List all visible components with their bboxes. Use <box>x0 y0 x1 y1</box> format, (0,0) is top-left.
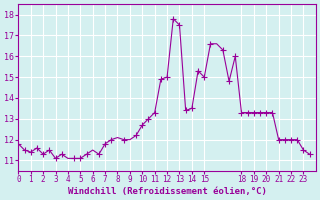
X-axis label: Windchill (Refroidissement éolien,°C): Windchill (Refroidissement éolien,°C) <box>68 187 267 196</box>
